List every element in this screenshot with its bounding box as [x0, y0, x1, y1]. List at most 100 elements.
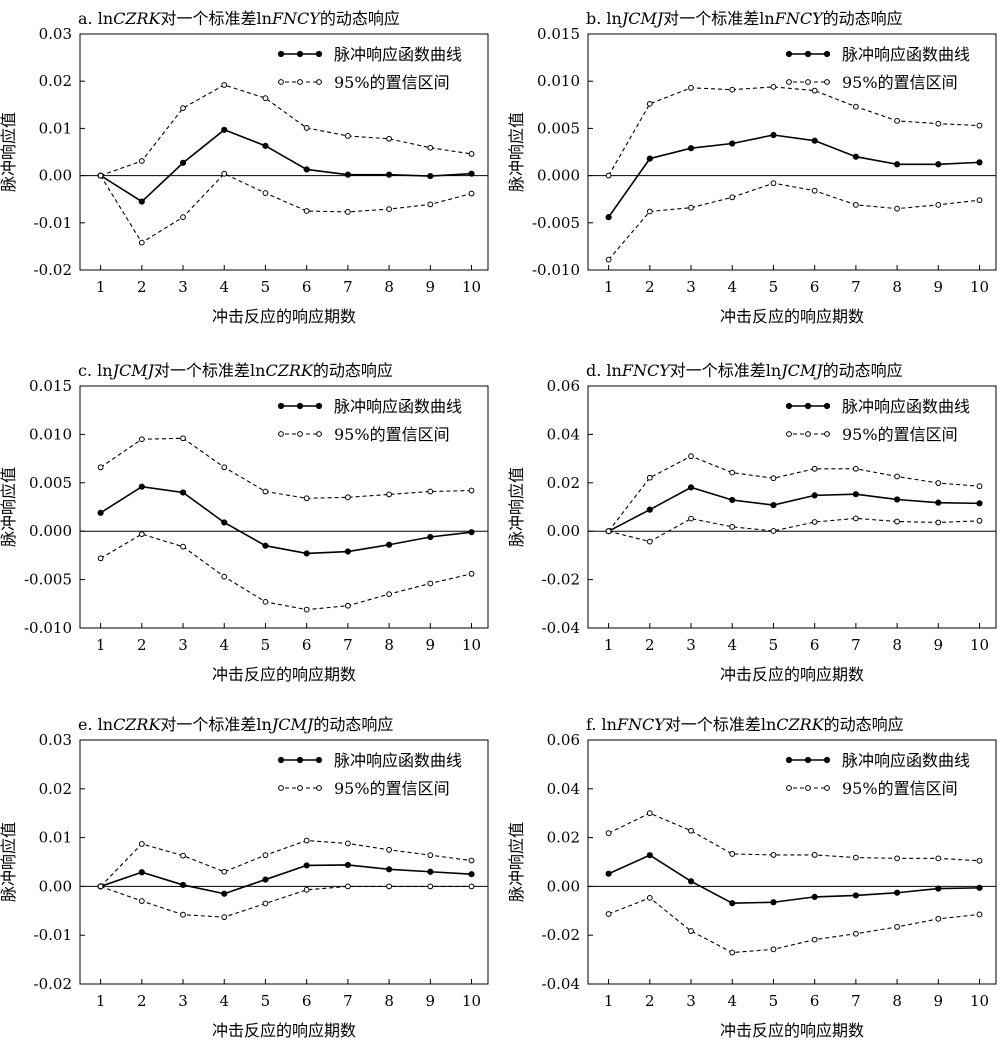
- data-point-ci_lower: [935, 915, 942, 922]
- chart-title-part: CZRK: [265, 361, 313, 380]
- data-point-ci_lower: [386, 591, 392, 598]
- data-point-ci_lower: [605, 911, 612, 917]
- data-point-ci_upper: [138, 158, 145, 164]
- chart-title-part: FNCY: [621, 361, 671, 380]
- data-point-ci_upper: [180, 105, 186, 112]
- legend-ci-marker: [297, 79, 303, 85]
- x-tick-label: 1: [96, 636, 106, 654]
- data-point-ci_upper: [976, 857, 983, 864]
- y-tick-label: 0.02: [39, 72, 72, 90]
- x-tick-label: 2: [137, 278, 147, 296]
- data-point-irf: [687, 145, 695, 152]
- y-tick-label: 0.010: [29, 425, 72, 443]
- x-tick-label: 3: [686, 636, 696, 654]
- data-point-ci_upper: [894, 473, 900, 480]
- y-tick-label: 0.005: [29, 474, 72, 492]
- legend-irf-label: 脉冲响应函数曲线: [334, 397, 462, 416]
- legend-irf-marker: [804, 756, 812, 764]
- data-point-ci_lower: [976, 197, 983, 204]
- legend-irf-marker: [785, 402, 793, 410]
- data-point-ci_lower: [262, 598, 269, 605]
- y-tick-label: 0.00: [547, 522, 580, 540]
- chart-title-part: a. ln: [78, 9, 113, 28]
- legend-ci-marker: [316, 79, 322, 85]
- data-point-ci_lower: [138, 239, 145, 246]
- chart-title: f. lnFNCY对一个标准差lnCZRK的动态响应: [586, 715, 904, 734]
- x-tick-label: 3: [686, 278, 696, 296]
- chart-title-part: 的动态响应: [824, 715, 904, 734]
- chart-title-part: f. ln: [586, 715, 617, 734]
- data-point-ci_lower: [221, 573, 228, 580]
- data-point-ci_lower: [262, 190, 269, 196]
- y-tick-label: 0.015: [537, 25, 580, 43]
- data-point-ci_lower: [344, 209, 351, 215]
- x-axis-label: 冲击反应的响应期数: [720, 1021, 864, 1040]
- data-point-irf: [221, 519, 228, 526]
- data-point-ci_upper: [646, 810, 653, 817]
- data-point-ci_lower: [427, 580, 434, 587]
- legend-irf-label: 脉冲响应函数曲线: [842, 397, 970, 416]
- y-axis-label: 脉冲响应值: [0, 467, 18, 547]
- data-point-ci_upper: [427, 488, 434, 495]
- data-point-ci_upper: [386, 846, 392, 853]
- legend-ci-marker: [278, 785, 284, 791]
- x-tick-label: 10: [970, 636, 989, 654]
- series-line-irf: [100, 864, 472, 895]
- data-point-ci_lower: [468, 570, 475, 577]
- x-tick-label: 3: [178, 992, 188, 1010]
- y-axis-label: 脉冲响应值: [0, 112, 18, 192]
- x-tick-label: 10: [462, 992, 481, 1010]
- x-tick-label: 2: [645, 278, 655, 296]
- chart-title-part: 对一个标准差ln: [161, 9, 272, 28]
- legend-ci-label: 95%的置信区间: [334, 425, 450, 444]
- data-point-irf: [303, 862, 310, 869]
- data-point-ci_upper: [976, 122, 983, 129]
- chart-title: b. lnJCMJ对一个标准差lnFNCY的动态响应: [586, 9, 903, 28]
- data-point-ci_lower: [688, 204, 694, 211]
- data-point-ci_upper: [427, 144, 434, 151]
- series-line-ci_lower: [608, 182, 980, 260]
- x-tick-label: 4: [727, 278, 737, 296]
- chart-title-part: CZRK: [113, 715, 161, 734]
- data-point-irf: [385, 866, 393, 873]
- data-point-ci_lower: [180, 911, 186, 918]
- data-point-irf: [344, 861, 351, 869]
- data-point-irf: [262, 542, 269, 549]
- data-point-ci_upper: [770, 83, 777, 90]
- data-point-ci_lower: [97, 172, 104, 179]
- data-point-irf: [935, 161, 942, 168]
- series-line-ci_upper: [100, 84, 472, 177]
- data-point-irf: [385, 171, 393, 178]
- chart-title-part: b. ln: [586, 9, 622, 28]
- legend-ci-label: 95%的置信区间: [842, 73, 958, 92]
- plot-frame: [587, 33, 997, 271]
- data-point-ci_lower: [97, 555, 104, 562]
- data-point-ci_lower: [605, 528, 612, 535]
- data-point-irf: [262, 876, 269, 883]
- y-tick-label: 0.04: [547, 425, 580, 443]
- data-point-irf: [935, 885, 942, 892]
- series-line-ci_upper: [608, 86, 980, 176]
- data-point-irf: [221, 126, 228, 133]
- data-point-irf: [138, 483, 145, 490]
- y-axis-label: 脉冲响应值: [507, 467, 526, 547]
- data-point-ci_lower: [894, 205, 900, 212]
- y-tick-label: 0.00: [39, 167, 72, 185]
- data-point-ci_lower: [97, 883, 104, 890]
- data-point-ci_lower: [386, 883, 392, 890]
- data-point-ci_lower: [770, 528, 777, 534]
- legend-irf-marker: [804, 402, 812, 410]
- data-point-ci_lower: [646, 894, 653, 901]
- data-point-ci_upper: [468, 487, 475, 494]
- chart-title: a. lnCZRK对一个标准差lnFNCY的动态响应: [78, 9, 400, 28]
- series-line-ci_upper: [608, 455, 980, 532]
- x-axis-label: 冲击反应的响应期数: [720, 307, 864, 326]
- legend-irf-marker: [296, 756, 304, 764]
- legend-irf-marker: [296, 50, 304, 58]
- data-point-irf: [344, 548, 351, 555]
- data-point-ci_lower: [303, 886, 310, 893]
- series-line-ci_lower: [608, 897, 980, 954]
- legend-ci-marker: [786, 431, 792, 437]
- series-line-irf: [608, 486, 980, 532]
- data-point-ci_lower: [770, 946, 777, 953]
